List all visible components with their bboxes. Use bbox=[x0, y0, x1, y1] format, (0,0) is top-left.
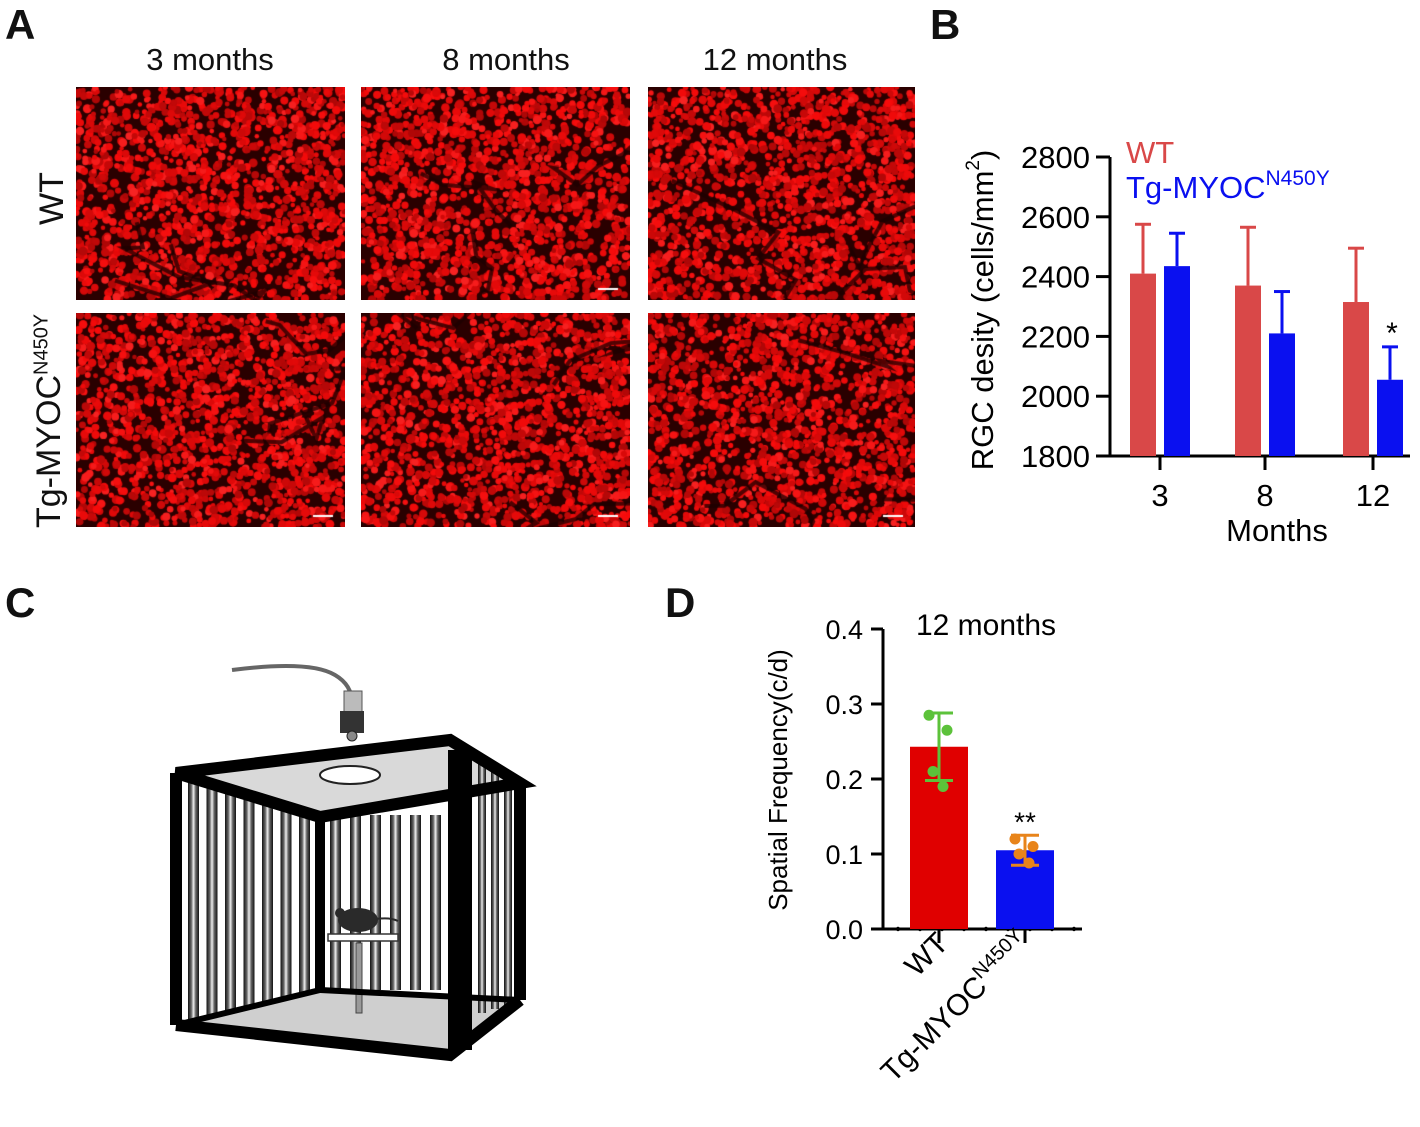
micrograph-tg-3-months bbox=[76, 313, 345, 527]
back-wall-stripe bbox=[410, 815, 421, 990]
mouse-tail-icon bbox=[375, 917, 399, 922]
chart-d-bars: ** bbox=[910, 709, 1054, 929]
apparatus-frame bbox=[170, 733, 537, 1062]
chart-b-xtick-label: 12 bbox=[1356, 478, 1390, 513]
chart-b-ytick-label: 2200 bbox=[1021, 319, 1090, 354]
chart-b-rgc-density: 1800 2000 2200 2400 2600 2800 3 8 12 * RGC desit… bbox=[963, 135, 1410, 548]
chart-d-data-point bbox=[1023, 857, 1035, 869]
apparatus-opening bbox=[319, 765, 381, 785]
back-wall-stripe bbox=[350, 815, 361, 990]
chart-b-bar bbox=[1377, 379, 1403, 456]
panel-letter-a: A bbox=[5, 1, 36, 48]
micrograph-wt-8-months bbox=[361, 87, 630, 300]
chart-d-title: 12 months bbox=[916, 609, 1056, 642]
chart-b-ytick-label: 2800 bbox=[1021, 140, 1090, 175]
back-wall-stripes bbox=[330, 815, 441, 990]
chart-b-ylabel: RGC desity (cells/mm2) bbox=[963, 150, 1000, 471]
right-wall-stripes bbox=[478, 763, 512, 1013]
camera-icon bbox=[340, 711, 364, 733]
chart-d-ytick-label: 0.4 bbox=[825, 615, 863, 645]
platform-pole bbox=[355, 942, 363, 1014]
chart-d-data-point bbox=[927, 766, 939, 777]
chart-d-axis-dot bbox=[983, 926, 989, 932]
micrograph-tg-12-months bbox=[648, 313, 915, 527]
column-label-8-months: 8 months bbox=[442, 42, 570, 77]
chart-d-ytick-label: 0.1 bbox=[825, 840, 863, 870]
chart-d-spatial-frequency: 0.0 0.1 0.2 0.3 0.4 ** Spatial Frequency(c/d… bbox=[763, 609, 1082, 1089]
chart-b-ytick-label: 2600 bbox=[1021, 200, 1090, 235]
chart-d-data-point bbox=[937, 781, 949, 792]
right-wall-stripe bbox=[478, 763, 486, 1013]
left-wall-stripe bbox=[299, 810, 310, 996]
chart-d-data-point bbox=[1013, 848, 1025, 860]
chart-b-legend-tg: Tg-MYOCN450Y bbox=[1126, 167, 1330, 205]
chart-b-significance: * bbox=[1386, 317, 1398, 350]
back-wall-stripe bbox=[370, 815, 381, 990]
mouse-icon bbox=[338, 908, 378, 932]
chart-d-ytick-label: 0.3 bbox=[825, 690, 863, 720]
chart-d-axes: 0.0 0.1 0.2 0.3 0.4 bbox=[825, 615, 1082, 945]
chart-b-bars: * bbox=[1130, 222, 1403, 456]
micrograph-wt-12-months bbox=[648, 87, 915, 300]
chart-b-bar bbox=[1269, 333, 1295, 456]
left-wall-stripe bbox=[243, 793, 255, 1009]
chart-b-bar bbox=[1130, 273, 1156, 456]
right-wall-stripe bbox=[504, 779, 512, 1005]
micrograph-wt-3-months bbox=[76, 87, 345, 300]
row-label-wt: WT bbox=[33, 172, 71, 225]
left-wall-stripe bbox=[206, 782, 218, 1018]
back-wall-stripe bbox=[330, 815, 341, 990]
panel-letter-b: B bbox=[930, 1, 961, 48]
back-wall-stripe bbox=[390, 815, 401, 990]
left-wall-stripes bbox=[188, 776, 310, 1023]
chart-b-legend-wt: WT bbox=[1126, 135, 1174, 170]
optomotor-apparatus-illustration bbox=[170, 664, 537, 1062]
camera-lens-icon bbox=[346, 730, 358, 742]
left-wall-stripe bbox=[280, 804, 292, 1000]
micrograph-tg-8-months bbox=[361, 313, 630, 527]
chart-b-bar bbox=[1235, 285, 1261, 456]
chart-b-bar bbox=[1164, 266, 1190, 456]
chart-b-ytick-label: 1800 bbox=[1021, 439, 1090, 474]
camera-body-icon bbox=[343, 690, 363, 714]
chart-b-axes: 1800 2000 2200 2400 2600 2800 3 8 12 bbox=[1021, 140, 1410, 513]
chart-b-ytick-label: 2000 bbox=[1021, 379, 1090, 414]
mouse-head-icon bbox=[335, 908, 345, 918]
panel-letter-d: D bbox=[665, 579, 696, 626]
chart-d-data-point bbox=[1027, 841, 1039, 852]
chart-d-ytick-label: 0.2 bbox=[825, 765, 863, 795]
row-label-tg-myoc: Tg-MYOCN450Y bbox=[30, 313, 68, 528]
chart-d-ytick-label: 0.0 bbox=[825, 915, 863, 945]
panel-letter-c: C bbox=[5, 579, 36, 626]
chart-d-significance: ** bbox=[1014, 806, 1036, 837]
right-wall-stripe bbox=[491, 771, 499, 1009]
camera-cable bbox=[231, 664, 354, 704]
chart-b-xtick-label: 8 bbox=[1256, 478, 1273, 513]
column-label-12-months: 12 months bbox=[702, 42, 848, 77]
chart-b-xtick-label: 3 bbox=[1151, 478, 1168, 513]
chart-d-axis-dot bbox=[1071, 926, 1077, 932]
chart-d-data-point bbox=[941, 724, 953, 736]
chart-d-category-tg: Tg-MYOCN450Y bbox=[873, 924, 1037, 1088]
column-label-3-months: 3 months bbox=[146, 42, 274, 77]
left-wall-stripe bbox=[188, 776, 199, 1023]
chart-b-xlabel: Months bbox=[1226, 513, 1328, 548]
chart-b-ytick-label: 2400 bbox=[1021, 260, 1090, 295]
chart-d-data-point bbox=[923, 709, 935, 721]
back-wall-stripe bbox=[430, 815, 441, 990]
chart-d-category-wt: WT bbox=[899, 927, 955, 983]
chart-d-data-point bbox=[1009, 833, 1021, 845]
chart-b-bar bbox=[1343, 302, 1369, 456]
left-wall-stripe bbox=[225, 787, 236, 1014]
chart-d-ylabel: Spatial Frequency(c/d) bbox=[763, 649, 793, 911]
platform bbox=[327, 933, 399, 942]
chart-d-axis-dot bbox=[895, 926, 901, 932]
left-wall-stripe bbox=[262, 799, 273, 1005]
